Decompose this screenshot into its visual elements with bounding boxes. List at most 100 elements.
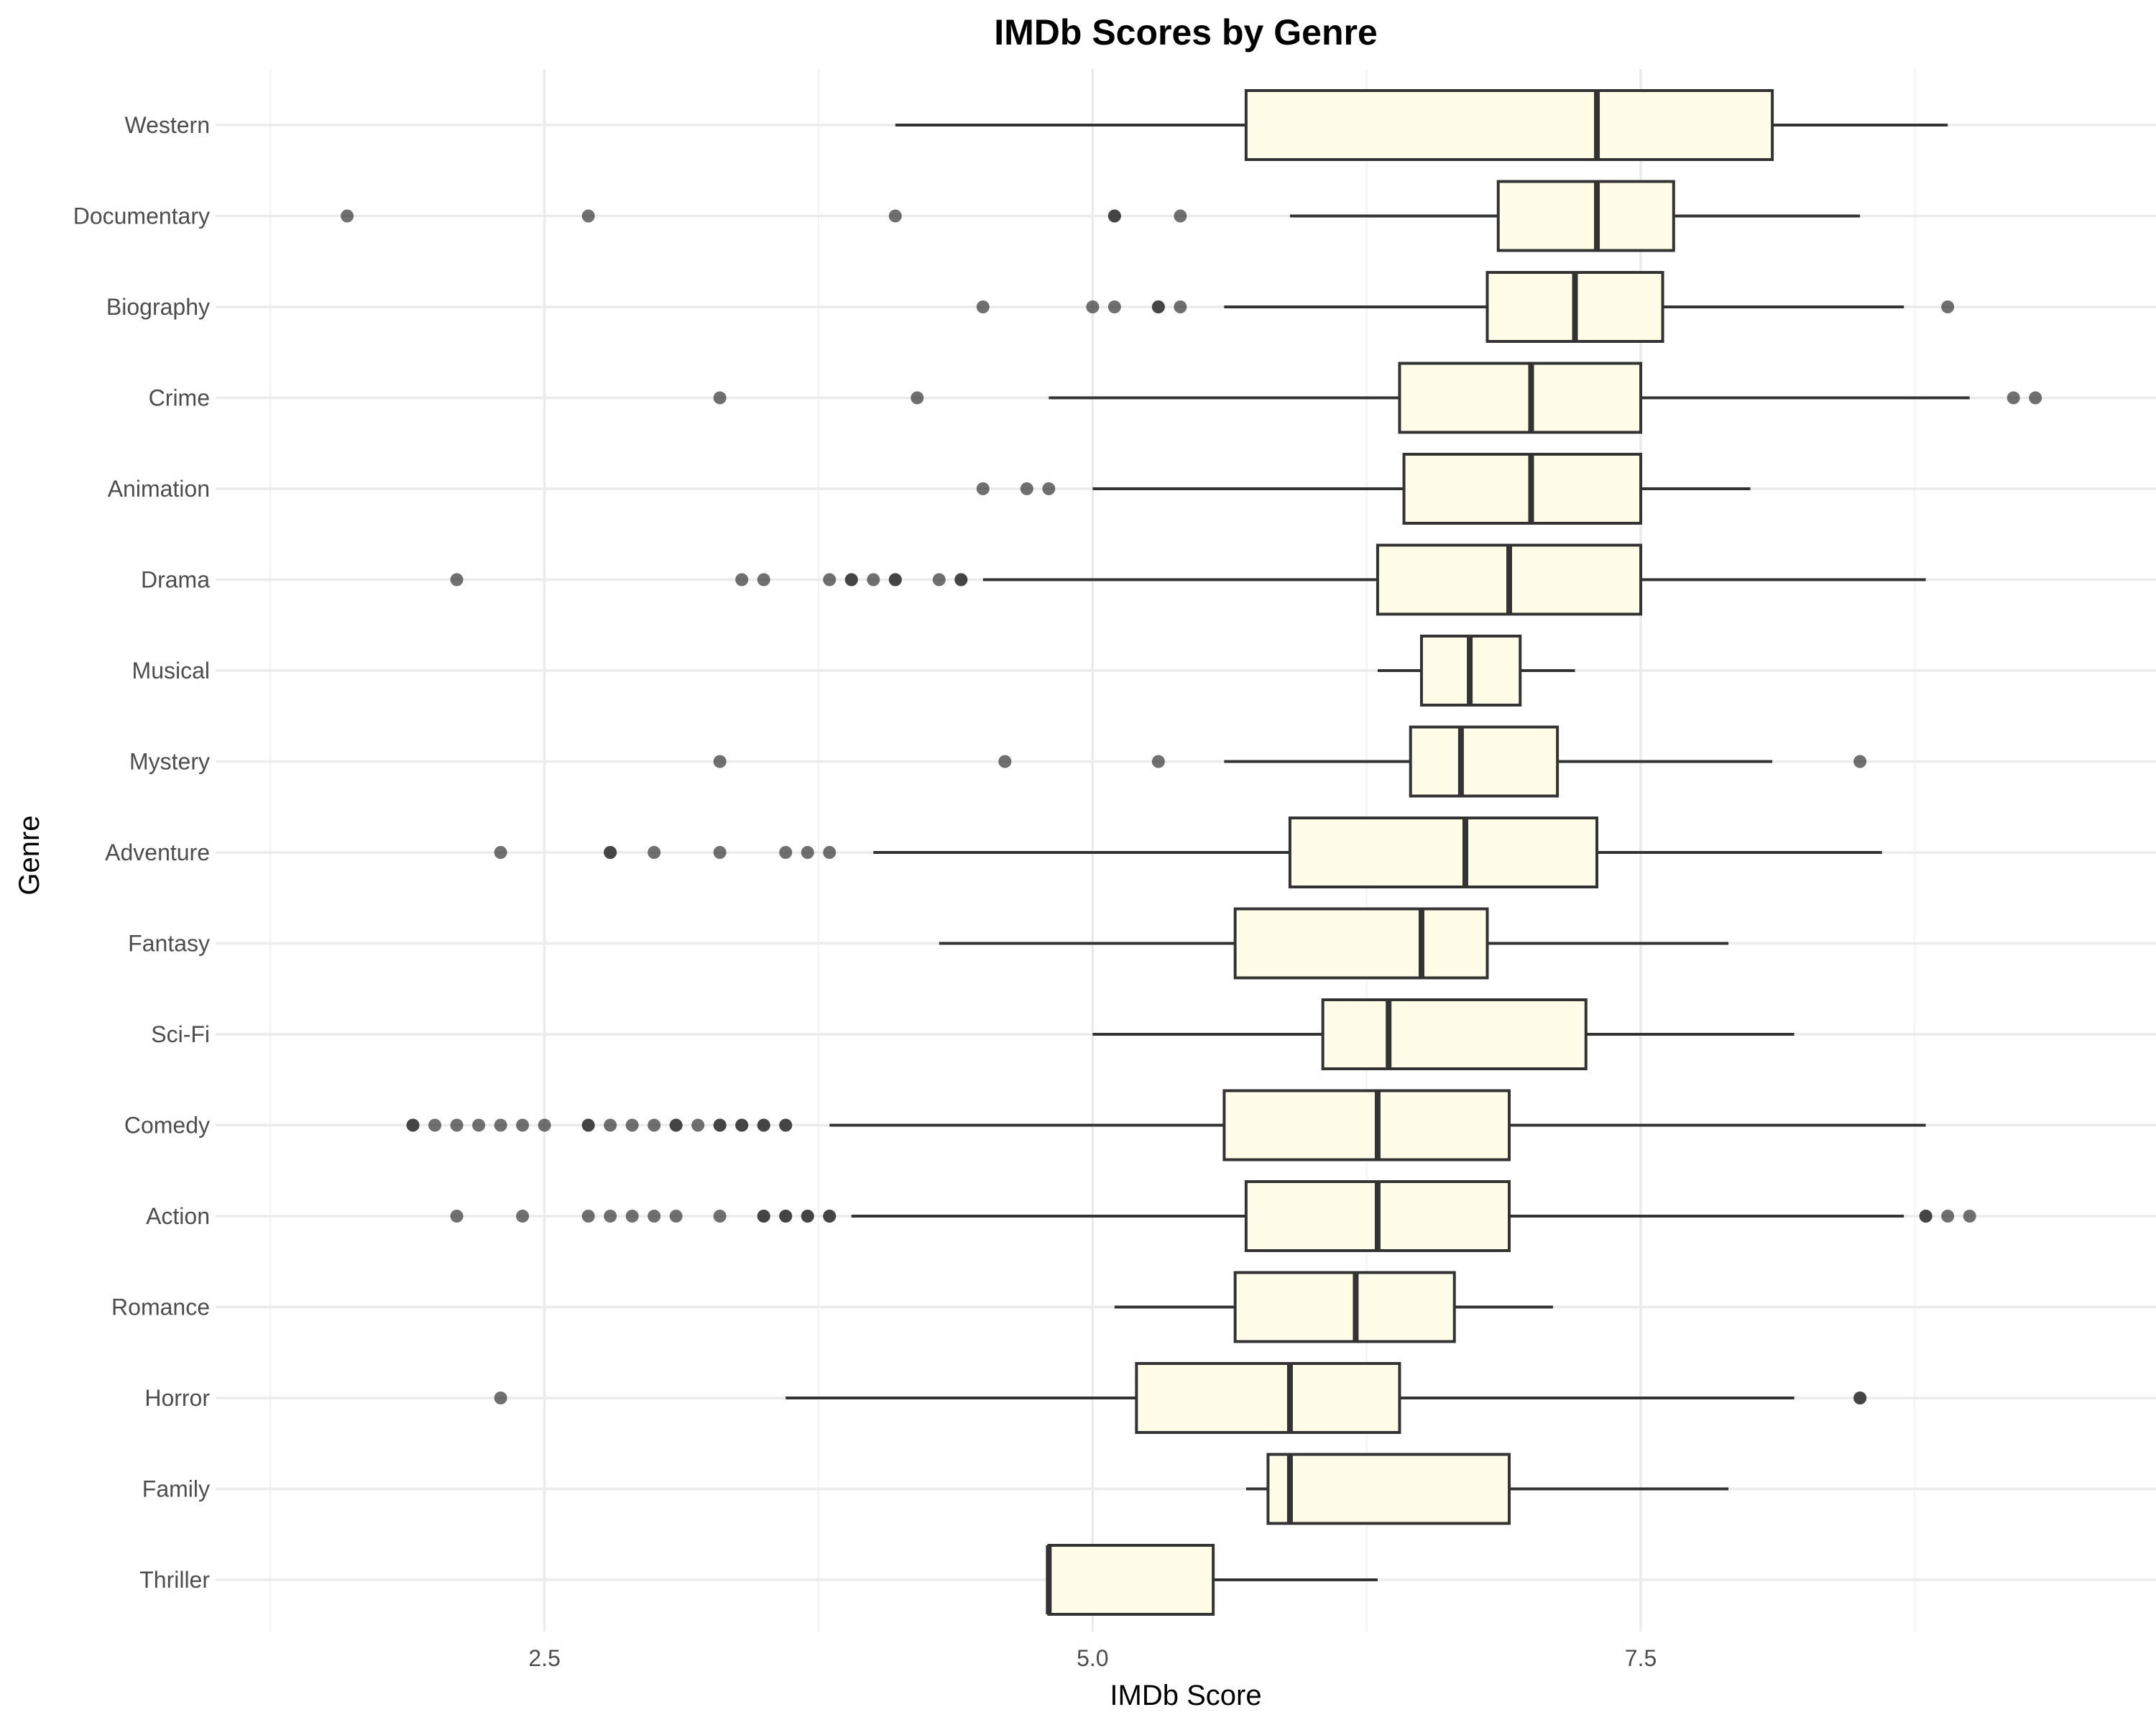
outlier-point — [648, 846, 661, 859]
outlier-point — [450, 573, 464, 586]
box-iqr — [1409, 725, 1560, 798]
outlier-point — [713, 846, 727, 859]
outlier-point — [823, 573, 837, 586]
outlier-point — [1853, 755, 1867, 768]
y-tick-label: Romance — [111, 1294, 210, 1320]
y-tick-label: Sci-Fi — [151, 1021, 210, 1047]
outlier-point — [516, 1118, 530, 1132]
x-axis-tick-labels: 2.5 5.0 7.5 — [528, 1645, 1657, 1671]
box-thriller — [1046, 1544, 1378, 1616]
outlier-point — [406, 1118, 420, 1132]
box-drama — [450, 543, 1926, 616]
box-biography — [976, 271, 1955, 343]
outlier-point — [428, 1118, 442, 1132]
outlier-point — [581, 209, 595, 223]
outlier-point — [1941, 300, 1955, 313]
box-sci-fi — [1092, 998, 1795, 1070]
outlier-point — [1174, 300, 1187, 313]
box-horror — [494, 1362, 1867, 1434]
outlier-point — [1853, 1392, 1867, 1404]
outlier-point — [1151, 755, 1165, 768]
outlier-point — [757, 1210, 770, 1223]
outlier-point — [2029, 391, 2042, 405]
y-tick-label: Action — [146, 1203, 210, 1229]
box-action — [450, 1180, 1976, 1252]
outlier-point — [823, 846, 837, 859]
box-iqr — [1496, 180, 1675, 252]
box-iqr — [1288, 816, 1599, 888]
outlier-point — [801, 846, 814, 859]
outlier-point — [1042, 482, 1056, 495]
outlier-point — [823, 1210, 837, 1223]
outlier-point — [581, 1210, 595, 1223]
outlier-point — [713, 1118, 727, 1132]
box-iqr — [1233, 907, 1489, 980]
y-tick-label: Mystery — [129, 749, 210, 775]
outlier-point — [1963, 1210, 1976, 1223]
outlier-point — [1086, 300, 1100, 313]
outlier-point — [625, 1210, 639, 1223]
box-iqr — [1321, 998, 1588, 1070]
outlier-point — [1107, 300, 1121, 313]
outlier-point — [472, 1118, 486, 1132]
box-iqr — [1266, 1453, 1511, 1525]
outlier-point — [713, 391, 727, 405]
outlier-point — [538, 1118, 551, 1132]
outlier-point — [713, 755, 727, 768]
box-documentary — [341, 180, 1861, 252]
box-musical — [1377, 635, 1575, 707]
outlier-point — [888, 209, 902, 223]
outlier-point — [450, 1210, 464, 1223]
outlier-point — [998, 755, 1012, 768]
outlier-point — [1020, 482, 1033, 495]
box-comedy — [406, 1089, 1926, 1162]
y-tick-label: Horror — [144, 1385, 210, 1411]
y-axis-tick-labels: Western Documentary Biography Crime Animatio… — [73, 112, 211, 1593]
box-family — [1245, 1453, 1729, 1525]
x-tick-label: 5.0 — [1077, 1645, 1108, 1671]
y-tick-label: Thriller — [139, 1567, 210, 1593]
box-mystery — [713, 725, 1867, 798]
outlier-point — [450, 1118, 464, 1132]
outlier-point — [801, 1210, 814, 1223]
outlier-point — [604, 846, 617, 859]
outlier-point — [757, 573, 770, 586]
outlier-point — [932, 573, 946, 586]
outlier-point — [516, 1210, 530, 1223]
box-iqr — [1233, 1271, 1456, 1343]
outlier-point — [494, 846, 507, 859]
outlier-point — [976, 300, 990, 313]
outlier-point — [844, 573, 858, 586]
y-tick-label: Crime — [149, 385, 210, 411]
y-tick-label: Western — [124, 112, 210, 138]
outlier-point — [648, 1210, 661, 1223]
chart-title: IMDb Scores by Genre — [994, 12, 1378, 52]
y-tick-label: Animation — [108, 476, 210, 502]
box-animation — [976, 453, 1751, 525]
outlier-point — [1919, 1210, 1932, 1223]
outlier-point — [494, 1392, 507, 1404]
box-layer — [341, 89, 2042, 1616]
outlier-point — [735, 1118, 749, 1132]
x-axis-title: IMDb Score — [1110, 1680, 1261, 1711]
outlier-point — [581, 1118, 595, 1132]
box-crime — [713, 362, 2042, 434]
y-axis-title: Genre — [14, 815, 45, 895]
y-tick-label: Drama — [141, 567, 210, 593]
box-western — [895, 89, 1948, 161]
outlier-point — [604, 1118, 617, 1132]
box-iqr — [1244, 89, 1774, 161]
outlier-point — [779, 1210, 793, 1223]
outlier-point — [2007, 391, 2020, 405]
x-tick-label: 2.5 — [528, 1645, 560, 1671]
outlier-point — [341, 209, 354, 223]
box-iqr — [1047, 1544, 1215, 1616]
outlier-point — [648, 1118, 661, 1132]
box-iqr — [1398, 362, 1643, 434]
x-tick-label: 7.5 — [1625, 1645, 1657, 1671]
outlier-point — [779, 1118, 793, 1132]
outlier-point — [1107, 209, 1121, 223]
outlier-point — [1151, 300, 1165, 313]
y-tick-label: Musical — [132, 658, 210, 684]
outlier-point — [779, 846, 793, 859]
